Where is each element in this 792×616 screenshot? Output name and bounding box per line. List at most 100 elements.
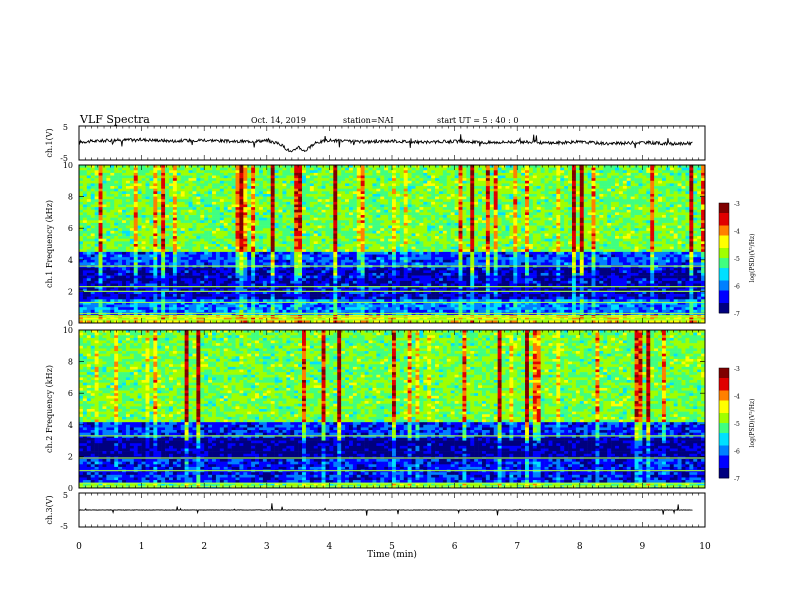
spectrogram-cell xyxy=(646,170,650,173)
spectrogram-cell xyxy=(263,236,267,239)
spectrogram-cell xyxy=(654,197,658,200)
spectrogram-cell xyxy=(451,199,455,202)
spectrogram-cell xyxy=(153,223,157,226)
spectrogram-cell xyxy=(670,233,674,236)
spectrogram-cell xyxy=(169,199,173,202)
spectrogram-cell xyxy=(149,239,153,242)
spectrogram-cell xyxy=(615,218,619,221)
spectrogram-cell xyxy=(619,199,623,202)
spectrogram-cell xyxy=(607,210,611,213)
spectrogram-cell xyxy=(185,178,189,181)
spectrogram-cell xyxy=(689,218,693,221)
spectrogram-cell xyxy=(470,173,474,176)
spectrogram-cell xyxy=(369,170,373,173)
spectrogram-cell xyxy=(341,239,345,242)
spectrogram-cell xyxy=(114,233,118,236)
spectrogram-cell xyxy=(114,199,118,202)
spectrogram-cell xyxy=(146,183,150,186)
spectrogram-cell xyxy=(165,228,169,231)
spectrogram-cell xyxy=(666,231,670,234)
spectrogram-cell xyxy=(635,218,639,221)
spectrogram-cell xyxy=(329,194,333,197)
spectrogram-cell xyxy=(153,176,157,179)
spectrogram-cell xyxy=(572,212,576,215)
spectrogram-cell xyxy=(99,191,103,194)
spectrogram-cell xyxy=(631,194,635,197)
spectrogram-cell xyxy=(306,197,310,200)
spectrogram-cell xyxy=(169,186,173,189)
spectrogram-cell xyxy=(349,178,353,181)
spectrogram-cell xyxy=(169,207,173,210)
spectrogram-cell xyxy=(192,231,196,234)
spectrogram-cell xyxy=(552,173,556,176)
spectrogram-cell xyxy=(161,173,165,176)
spectrogram-cell xyxy=(545,181,549,184)
spectrogram-cell xyxy=(685,231,689,234)
spectrogram-cell xyxy=(118,186,122,189)
spectrogram-cell xyxy=(243,207,247,210)
spectrogram-cell xyxy=(400,241,404,244)
spectrogram-cell xyxy=(318,202,322,205)
spectrogram-cell xyxy=(447,228,451,231)
spectrogram-cell xyxy=(200,197,204,200)
spectrogram-cell xyxy=(650,228,654,231)
spectrogram-cell xyxy=(290,189,294,192)
spectrogram-cell xyxy=(502,191,506,194)
spectrogram-cell xyxy=(365,176,369,179)
spectrogram-cell xyxy=(110,226,114,229)
spectrogram-cell xyxy=(138,210,142,213)
spectrogram-cell xyxy=(439,223,443,226)
spectrogram-cell xyxy=(208,176,212,179)
spectrogram-cell xyxy=(592,210,596,213)
spectrogram-cell xyxy=(455,226,459,229)
spectrogram-cell xyxy=(275,181,279,184)
spectrogram-cell xyxy=(271,173,275,176)
spectrogram-cell xyxy=(404,212,408,215)
spectrogram-cell xyxy=(509,191,513,194)
spectrogram-cell xyxy=(599,223,603,226)
spectrogram-cell xyxy=(400,170,404,173)
spectrogram-cell xyxy=(525,202,529,205)
spectrogram-cell xyxy=(322,199,326,202)
spectrogram-cell xyxy=(314,239,318,242)
spectrogram-cell xyxy=(357,223,361,226)
spectrogram-cell xyxy=(478,215,482,218)
spectrogram-cell xyxy=(247,226,251,229)
spectrogram-cell xyxy=(447,233,451,236)
spectrogram-cell xyxy=(271,176,275,179)
spectrogram-cell xyxy=(529,228,533,231)
spectrogram-cell xyxy=(369,215,373,218)
spectrogram-cell xyxy=(447,223,451,226)
spectrogram-cell xyxy=(310,168,314,171)
spectrogram-cell xyxy=(95,170,99,173)
spectrogram-cell xyxy=(212,241,216,244)
spectrogram-cell xyxy=(486,194,490,197)
spectrogram-cell xyxy=(466,231,470,234)
spectrogram-cell xyxy=(388,231,392,234)
spectrogram-cell xyxy=(181,233,185,236)
spectrogram-cell xyxy=(470,239,474,242)
spectrogram-cell xyxy=(142,239,146,242)
spectrogram-cell xyxy=(408,189,412,192)
spectrogram-cell xyxy=(322,241,326,244)
spectrogram-cell xyxy=(427,178,431,181)
spectrogram-cell xyxy=(486,189,490,192)
spectrogram-cell xyxy=(689,194,693,197)
spectrogram-cell xyxy=(478,236,482,239)
spectrogram-cell xyxy=(478,183,482,186)
spectrogram-cell xyxy=(380,176,384,179)
spectrogram-cell xyxy=(142,231,146,234)
spectrogram-cell xyxy=(572,186,576,189)
spectrogram-cell xyxy=(138,226,142,229)
spectrogram-cell xyxy=(349,197,353,200)
spectrogram-cell xyxy=(361,205,365,208)
spectrogram-cell xyxy=(611,207,615,210)
spectrogram-cell xyxy=(646,183,650,186)
spectrogram-cell xyxy=(310,226,314,229)
spectrogram-cell xyxy=(310,181,314,184)
spectrogram-cell xyxy=(603,202,607,205)
spectrogram-cell xyxy=(549,226,553,229)
spectrogram-cell xyxy=(361,231,365,234)
spectrogram-cell xyxy=(232,189,236,192)
spectrogram-cell xyxy=(392,197,396,200)
